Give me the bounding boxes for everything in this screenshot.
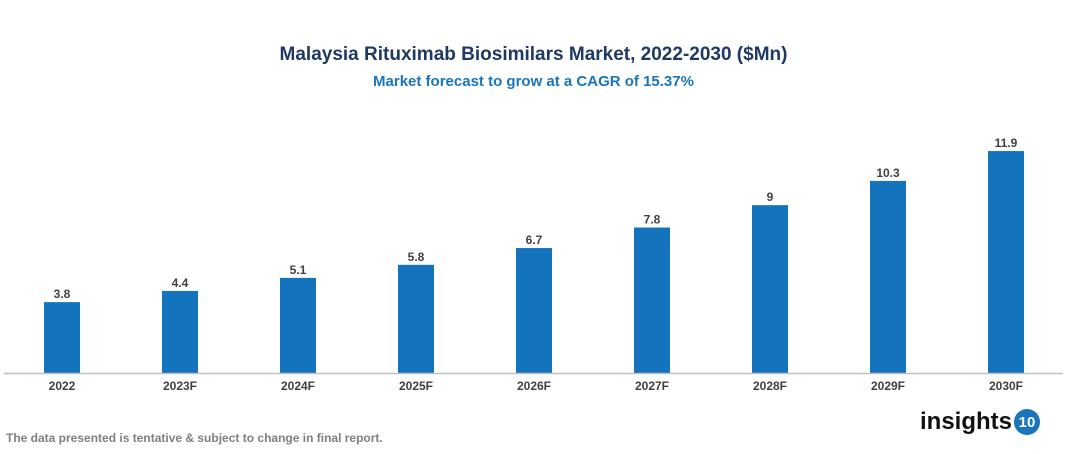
disclaimer-note: The data presented is tentative & subjec… (6, 431, 383, 445)
bar (988, 151, 1024, 373)
chart-title: Malaysia Rituximab Biosimilars Market, 2… (279, 44, 788, 65)
logo-badge: 10 (1014, 409, 1041, 435)
x-tick-label: 2023F (163, 379, 197, 393)
bar (280, 277, 316, 373)
x-tick-label: 2026F (517, 379, 551, 393)
x-tick-label: 2025F (399, 379, 433, 393)
x-tick-label: 2024F (281, 379, 315, 393)
bar (634, 227, 670, 373)
data-label: 11.9 (995, 136, 1018, 150)
bar (752, 205, 788, 373)
data-label: 5.1 (290, 263, 307, 277)
bar (870, 180, 906, 373)
x-tick-label: 2028F (753, 379, 787, 393)
x-tick-label: 2022 (49, 379, 76, 393)
data-label: 7.8 (644, 213, 661, 227)
data-label: 4.4 (172, 276, 189, 290)
logo-text: insights (920, 408, 1013, 435)
data-label: 10.3 (876, 166, 900, 180)
bar (162, 290, 198, 373)
data-label: 9 (767, 190, 774, 204)
x-tick-label: 2029F (871, 379, 905, 393)
data-label: 3.8 (54, 287, 71, 301)
bar (516, 248, 552, 373)
data-label: 6.7 (526, 233, 543, 247)
data-label: 5.8 (408, 250, 425, 264)
x-tick-label: 2030F (989, 379, 1023, 393)
bar (398, 264, 434, 373)
insights10-logo: insights 10 (920, 408, 1041, 436)
bar (44, 302, 80, 373)
chart-subtitle: Market forecast to grow at a CAGR of 15.… (373, 73, 694, 90)
x-tick-label: 2027F (635, 379, 669, 393)
